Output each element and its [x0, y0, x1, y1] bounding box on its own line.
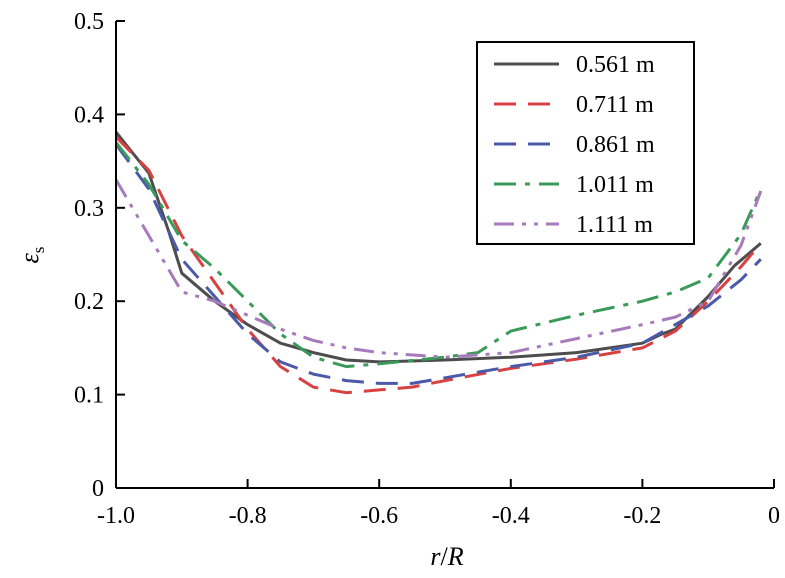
ticks: 0 0.1 0.2 0.3 0.4 0.5 -1.0 -0.8 -0.6 -0.4 -0.2 0: [74, 9, 780, 529]
plot-lines: [114, 131, 763, 395]
x-tick-label: -0.2: [623, 503, 661, 529]
y-tick-label: 0: [92, 476, 104, 502]
axes: [115, 21, 774, 489]
y-tick-label: 0.5: [74, 9, 104, 35]
y-tick-label: 0.4: [74, 102, 104, 128]
x-axis-title: r/R: [430, 542, 463, 571]
legend-label: 0.861 m: [576, 132, 655, 158]
x-tick-label: -0.8: [229, 503, 267, 529]
x-tick-label: -0.6: [360, 503, 398, 529]
y-axis-title: εs: [15, 247, 48, 264]
legend-label: 1.011 m: [576, 172, 654, 198]
y-tick-label: 0.1: [74, 383, 104, 409]
legend-label: 0.711 m: [576, 92, 654, 118]
legend: 0.561 m 0.711 m 0.861 m 1.011 m 1.111 m: [476, 41, 695, 245]
svg-text:εs: εs: [15, 247, 48, 264]
y-tick-label: 0.3: [74, 196, 104, 222]
series-line-3: [114, 141, 763, 369]
x-tick-label: 0: [768, 503, 780, 529]
legend-label: 1.111 m: [576, 212, 653, 238]
legend-label: 0.561 m: [576, 52, 655, 78]
y-tick-label: 0.2: [74, 289, 104, 315]
x-tick-label: -1.0: [97, 503, 135, 529]
series-line-2: [114, 143, 762, 385]
series-line-1: [114, 135, 762, 395]
x-tick-label: -0.4: [492, 503, 530, 529]
